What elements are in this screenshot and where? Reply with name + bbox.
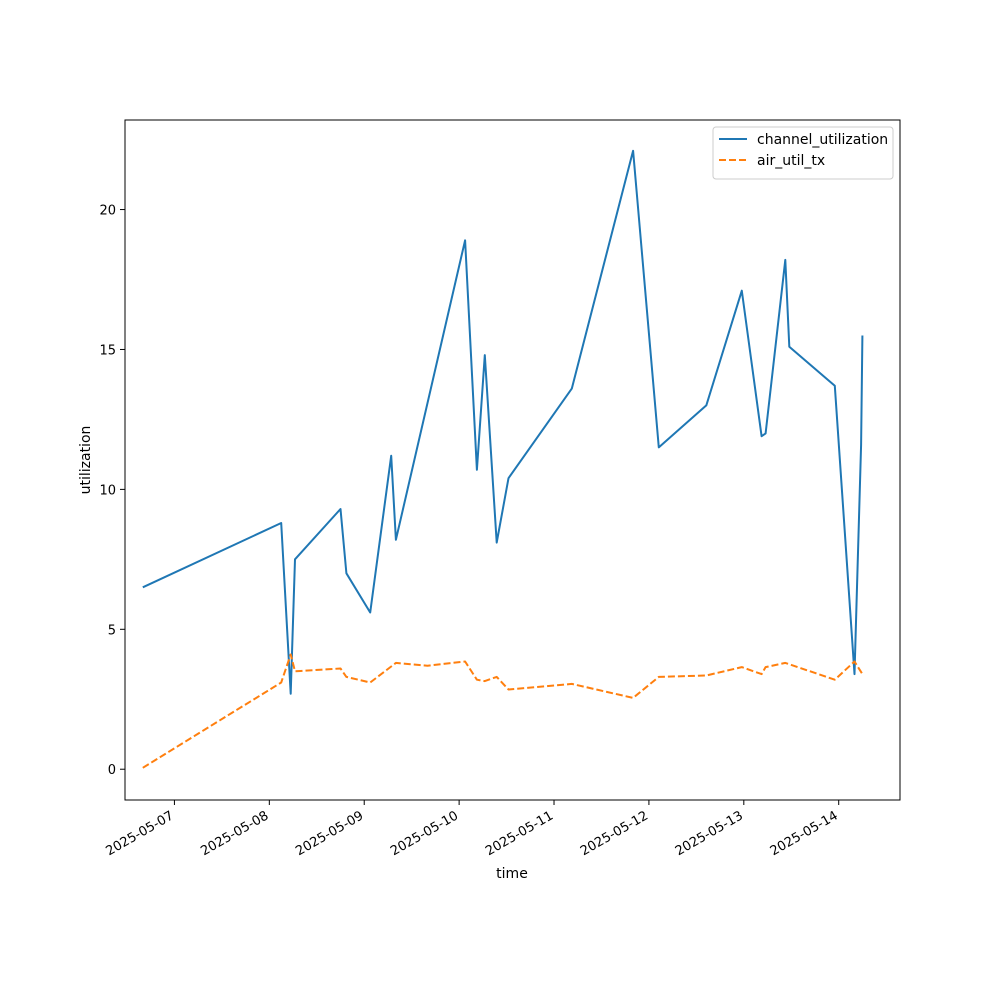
legend-box xyxy=(712,126,894,180)
y-tick-label: 0 xyxy=(108,763,116,778)
legend-label-1: air_util_tx xyxy=(757,153,825,169)
y-axis-ticks: 0 5 10 15 20 xyxy=(99,204,125,778)
legend-label-0: channel_utilization xyxy=(757,132,888,148)
x-axis-label: time xyxy=(496,866,528,882)
plot-frame xyxy=(124,119,901,801)
series-lines xyxy=(142,149,864,769)
y-tick-label: 15 xyxy=(99,343,116,358)
legend: channel_utilization air_util_tx xyxy=(712,126,894,180)
series-line-1 xyxy=(142,653,864,769)
series-line-0 xyxy=(142,149,864,695)
y-tick-label: 20 xyxy=(99,204,116,219)
y-tick-label: 5 xyxy=(108,623,116,638)
y-tick-label: 10 xyxy=(99,483,116,498)
y-axis-label: utilization xyxy=(78,426,94,495)
